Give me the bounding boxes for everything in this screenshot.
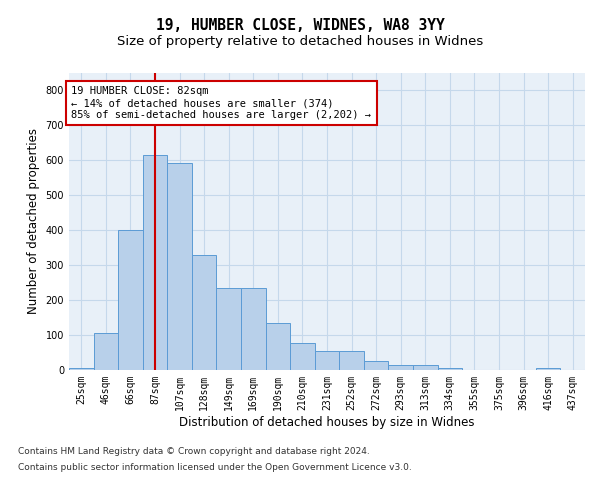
Bar [339, 351, 364, 370]
Bar [167, 163, 192, 370]
Bar [266, 323, 290, 370]
Bar [315, 351, 339, 370]
Bar [143, 155, 167, 370]
Text: Contains public sector information licensed under the Open Government Licence v3: Contains public sector information licen… [18, 462, 412, 471]
Text: Size of property relative to detached houses in Widnes: Size of property relative to detached ho… [117, 35, 483, 48]
Bar [118, 230, 143, 370]
Bar [388, 365, 413, 370]
Bar [536, 368, 560, 370]
X-axis label: Distribution of detached houses by size in Widnes: Distribution of detached houses by size … [179, 416, 475, 428]
Bar [241, 288, 266, 370]
Bar [413, 365, 437, 370]
Bar [94, 333, 118, 370]
Bar [290, 342, 315, 370]
Bar [69, 368, 94, 370]
Bar [192, 255, 217, 370]
Y-axis label: Number of detached properties: Number of detached properties [27, 128, 40, 314]
Bar [437, 368, 462, 370]
Bar [364, 361, 388, 370]
Text: 19 HUMBER CLOSE: 82sqm
← 14% of detached houses are smaller (374)
85% of semi-de: 19 HUMBER CLOSE: 82sqm ← 14% of detached… [71, 86, 371, 120]
Bar [217, 288, 241, 370]
Text: Contains HM Land Registry data © Crown copyright and database right 2024.: Contains HM Land Registry data © Crown c… [18, 448, 370, 456]
Text: 19, HUMBER CLOSE, WIDNES, WA8 3YY: 19, HUMBER CLOSE, WIDNES, WA8 3YY [155, 18, 445, 32]
